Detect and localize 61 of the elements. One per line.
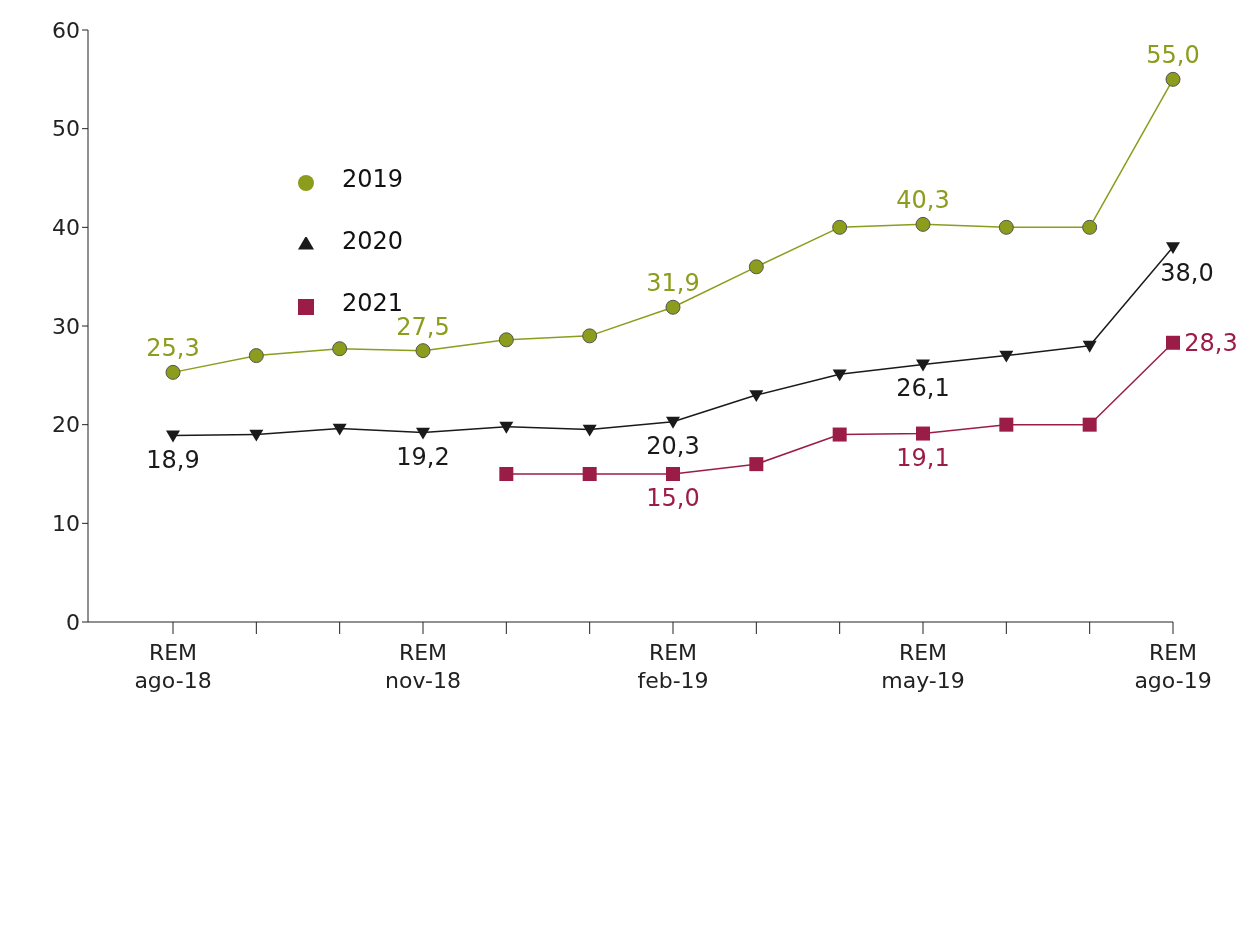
point bbox=[748, 259, 764, 275]
point bbox=[416, 427, 430, 440]
point bbox=[249, 429, 264, 442]
data-label: 26,1 bbox=[896, 374, 950, 403]
y-tick-label: 40 bbox=[52, 215, 80, 241]
point bbox=[749, 390, 764, 403]
point bbox=[582, 424, 597, 437]
x-tick-label: REM may-19 bbox=[881, 640, 965, 693]
point bbox=[915, 216, 931, 232]
data-label: 28,3 bbox=[1184, 328, 1238, 357]
point bbox=[332, 341, 348, 357]
y-tick-label: 60 bbox=[52, 17, 80, 43]
x-tick-label: REM ago-19 bbox=[1134, 640, 1212, 693]
y-tick-label: 30 bbox=[52, 313, 80, 339]
point bbox=[1166, 335, 1180, 350]
point bbox=[499, 421, 514, 434]
point bbox=[415, 343, 431, 359]
point bbox=[1082, 219, 1098, 235]
data-label: 19,1 bbox=[896, 443, 950, 472]
data-label: 31,9 bbox=[646, 269, 700, 298]
data-label: 18,9 bbox=[146, 445, 200, 474]
legend-label: 2019 bbox=[342, 165, 404, 193]
point bbox=[749, 457, 764, 472]
point bbox=[1082, 340, 1097, 353]
point bbox=[999, 350, 1014, 363]
point bbox=[332, 423, 347, 436]
point bbox=[165, 364, 181, 380]
x-tick-label: REM ago-18 bbox=[134, 640, 212, 693]
point bbox=[916, 426, 930, 441]
point bbox=[582, 328, 598, 344]
data-label: 19,2 bbox=[396, 442, 450, 471]
point bbox=[832, 219, 848, 235]
point bbox=[666, 416, 680, 429]
point bbox=[1082, 417, 1097, 432]
legend-label: 2020 bbox=[342, 227, 404, 255]
point bbox=[666, 467, 680, 481]
point bbox=[166, 430, 180, 443]
data-label: 20,3 bbox=[646, 431, 700, 460]
point bbox=[1166, 242, 1180, 255]
data-label: 40,3 bbox=[896, 186, 950, 215]
point bbox=[498, 332, 514, 348]
data-label: 15,0 bbox=[646, 484, 700, 512]
data-label: 55,0 bbox=[1146, 41, 1200, 70]
point bbox=[998, 219, 1014, 235]
point bbox=[665, 299, 681, 315]
point bbox=[999, 417, 1014, 432]
data-label: 25,3 bbox=[146, 334, 200, 363]
point bbox=[1165, 71, 1181, 87]
y-tick-label: 0 bbox=[66, 609, 80, 635]
point bbox=[832, 369, 847, 382]
point bbox=[916, 359, 930, 372]
y-tick-label: 10 bbox=[52, 511, 80, 537]
point bbox=[499, 467, 514, 481]
point bbox=[582, 467, 597, 481]
data-label: 38,0 bbox=[1160, 259, 1214, 288]
point bbox=[832, 427, 847, 442]
y-tick-label: 50 bbox=[52, 116, 80, 142]
x-tick-label: REM nov-18 bbox=[385, 640, 461, 693]
point bbox=[248, 348, 264, 364]
y-tick-label: 20 bbox=[52, 412, 80, 438]
x-tick-label: REM feb-19 bbox=[637, 640, 709, 693]
